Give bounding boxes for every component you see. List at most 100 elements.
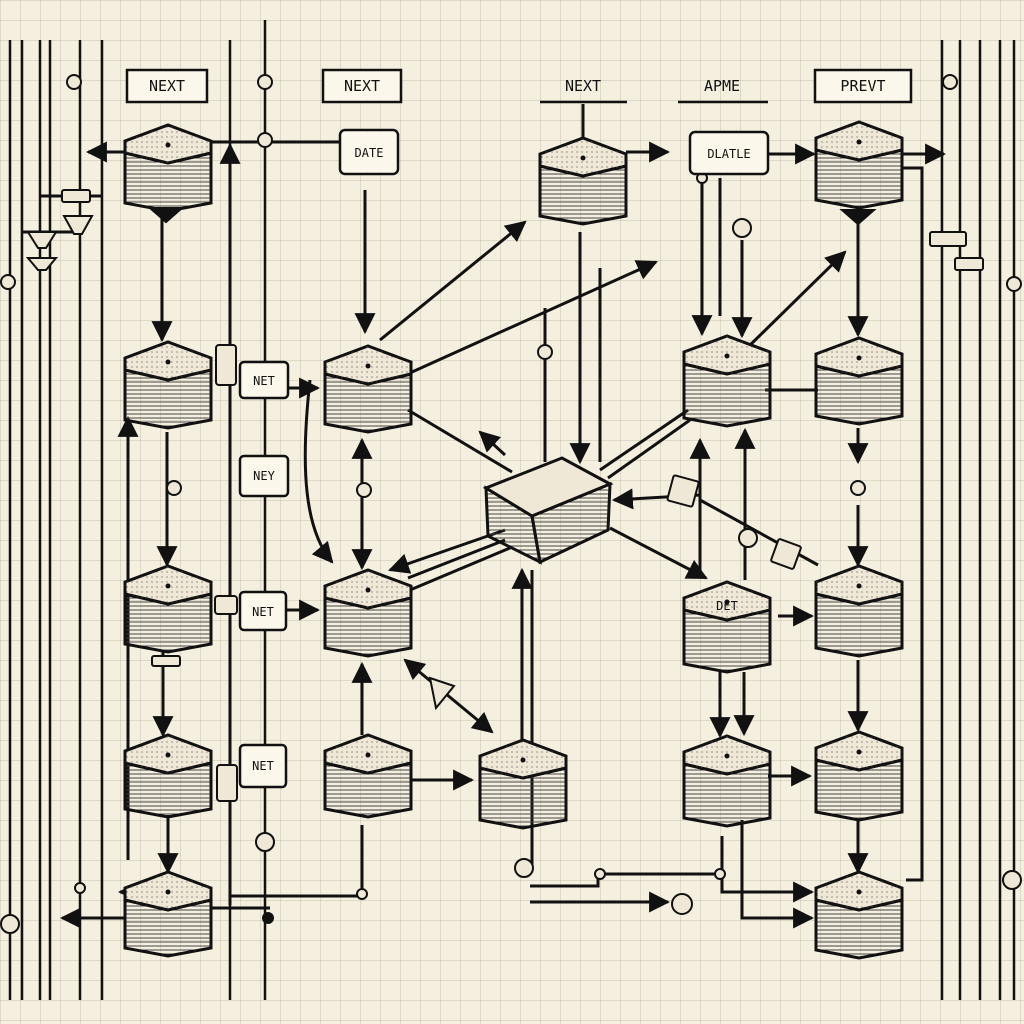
block-pin [165, 889, 171, 895]
block-pin [724, 599, 730, 605]
block-pin [365, 587, 371, 593]
block-c1r1 [123, 123, 213, 213]
arrow-center-to-b3 [388, 528, 506, 574]
fitting-right-2 [954, 257, 984, 271]
block-pin [165, 752, 171, 758]
fitting-col1-mid [214, 595, 238, 615]
blocks: DET [123, 120, 904, 960]
label-date-text: DATE [355, 146, 384, 160]
node-left-edge [0, 274, 16, 290]
block-c3r1 [538, 136, 628, 226]
node-col2-return [356, 888, 368, 900]
label-date: DATE [338, 128, 400, 176]
label-net-a: NET [238, 360, 290, 400]
block-c4r1 [682, 334, 772, 428]
block-center-slab [482, 456, 614, 565]
label-dlatle-text: DLATLE [707, 147, 750, 161]
block-c1r5 [123, 870, 213, 958]
label-net-b-text: NET [252, 605, 274, 619]
label-dlatle: DLATLE [688, 130, 770, 176]
block-c5r3 [814, 564, 904, 658]
label-net-a-text: NET [253, 374, 275, 388]
block-c4r2: DET [682, 580, 772, 674]
node-col2-low [255, 832, 275, 852]
line-col4-down [740, 820, 815, 929]
block-pin [365, 363, 371, 369]
line-col4-down-2 [720, 836, 815, 903]
label-net-c-text: NET [252, 759, 274, 773]
block-c5r2 [814, 336, 904, 426]
fitting-left-1 [61, 189, 91, 203]
node-right-bottom-edge [1002, 870, 1022, 890]
header-col4-label: APME [704, 77, 740, 95]
header-col2: NEXT [321, 68, 403, 104]
fitting-left-4 [25, 257, 59, 271]
header-col5-label: PREVT [840, 77, 885, 95]
fitting-col1-cone [147, 207, 185, 224]
fitting-col1-stub [151, 655, 181, 667]
fitting-col1-low [216, 764, 238, 802]
node-col5-mid [850, 480, 866, 496]
node-bottom-left [74, 882, 86, 894]
line-bottom-route-1 [530, 872, 720, 888]
node-right-top [942, 74, 958, 90]
header-labels: NEXT NEXT NEXT APME PREVT [125, 68, 913, 104]
arrow-center-to-top-diag1 [379, 220, 527, 342]
label-net-c: NET [238, 743, 288, 789]
node-col4-mid [738, 528, 758, 548]
arrow-b2-to-center [407, 408, 513, 474]
header-col2-label: NEXT [344, 77, 380, 95]
block-c1r2 [123, 340, 213, 430]
block-pin [856, 139, 862, 145]
block-pin [856, 749, 862, 755]
node-col2-link [257, 132, 273, 148]
block-pin [856, 889, 862, 895]
fitting-left-2 [62, 215, 94, 235]
node-col2-mid [356, 482, 372, 498]
line-center-to-right-far [699, 498, 819, 567]
block-c2r2 [323, 568, 413, 658]
block-pin [365, 752, 371, 758]
arrow-center-up [478, 430, 507, 457]
fitting-double-arrow [428, 676, 456, 711]
node-left-bottom-edge [0, 914, 20, 934]
arrow-b2-curve-to-b3 [303, 379, 334, 564]
block-pin [165, 583, 171, 589]
fitting-left-3 [26, 231, 58, 249]
fitting-col5-cone [839, 209, 877, 226]
connector-nodes [0, 74, 1022, 934]
fittings [25, 189, 984, 802]
block-pin [580, 155, 586, 161]
arrow-center-to-top-diag2 [411, 260, 658, 374]
block-c2r3 [323, 733, 413, 819]
block-pin [165, 142, 171, 148]
block-c1r4 [123, 733, 213, 819]
line-center-to-right-2 [607, 418, 691, 480]
block-c5r5 [814, 870, 904, 960]
node-bottom-route-3 [714, 868, 726, 880]
block-c4r3 [682, 734, 772, 828]
node-left-top [66, 74, 82, 90]
label-ney-text: NEY [253, 469, 275, 483]
line-center-to-b3-2 [407, 538, 506, 580]
fitting-right-tag-1 [666, 474, 700, 508]
node-col4-top [732, 218, 752, 238]
block-pin [856, 583, 862, 589]
fitting-right-tag-2 [770, 538, 802, 570]
header-col5: PREVT [813, 68, 913, 104]
node-bottom-left-2 [262, 912, 274, 924]
node-col1-mid [166, 480, 182, 496]
node-bottom-route [671, 893, 693, 915]
fitting-col1-top [215, 344, 237, 386]
line-center-to-b3-3 [409, 546, 511, 592]
slab-top [482, 456, 614, 518]
arrow-center-to-right-up [599, 408, 689, 472]
arrow-center-to-det [609, 526, 708, 580]
block-label-det: DET [716, 599, 738, 613]
inline-labels: DATE DLATLE NET NEY NET NET [238, 128, 770, 789]
block-pin [520, 757, 526, 763]
node-col2-top [257, 74, 273, 90]
block-c2r1 [323, 344, 413, 434]
node-bottom-route-2 [594, 868, 606, 880]
